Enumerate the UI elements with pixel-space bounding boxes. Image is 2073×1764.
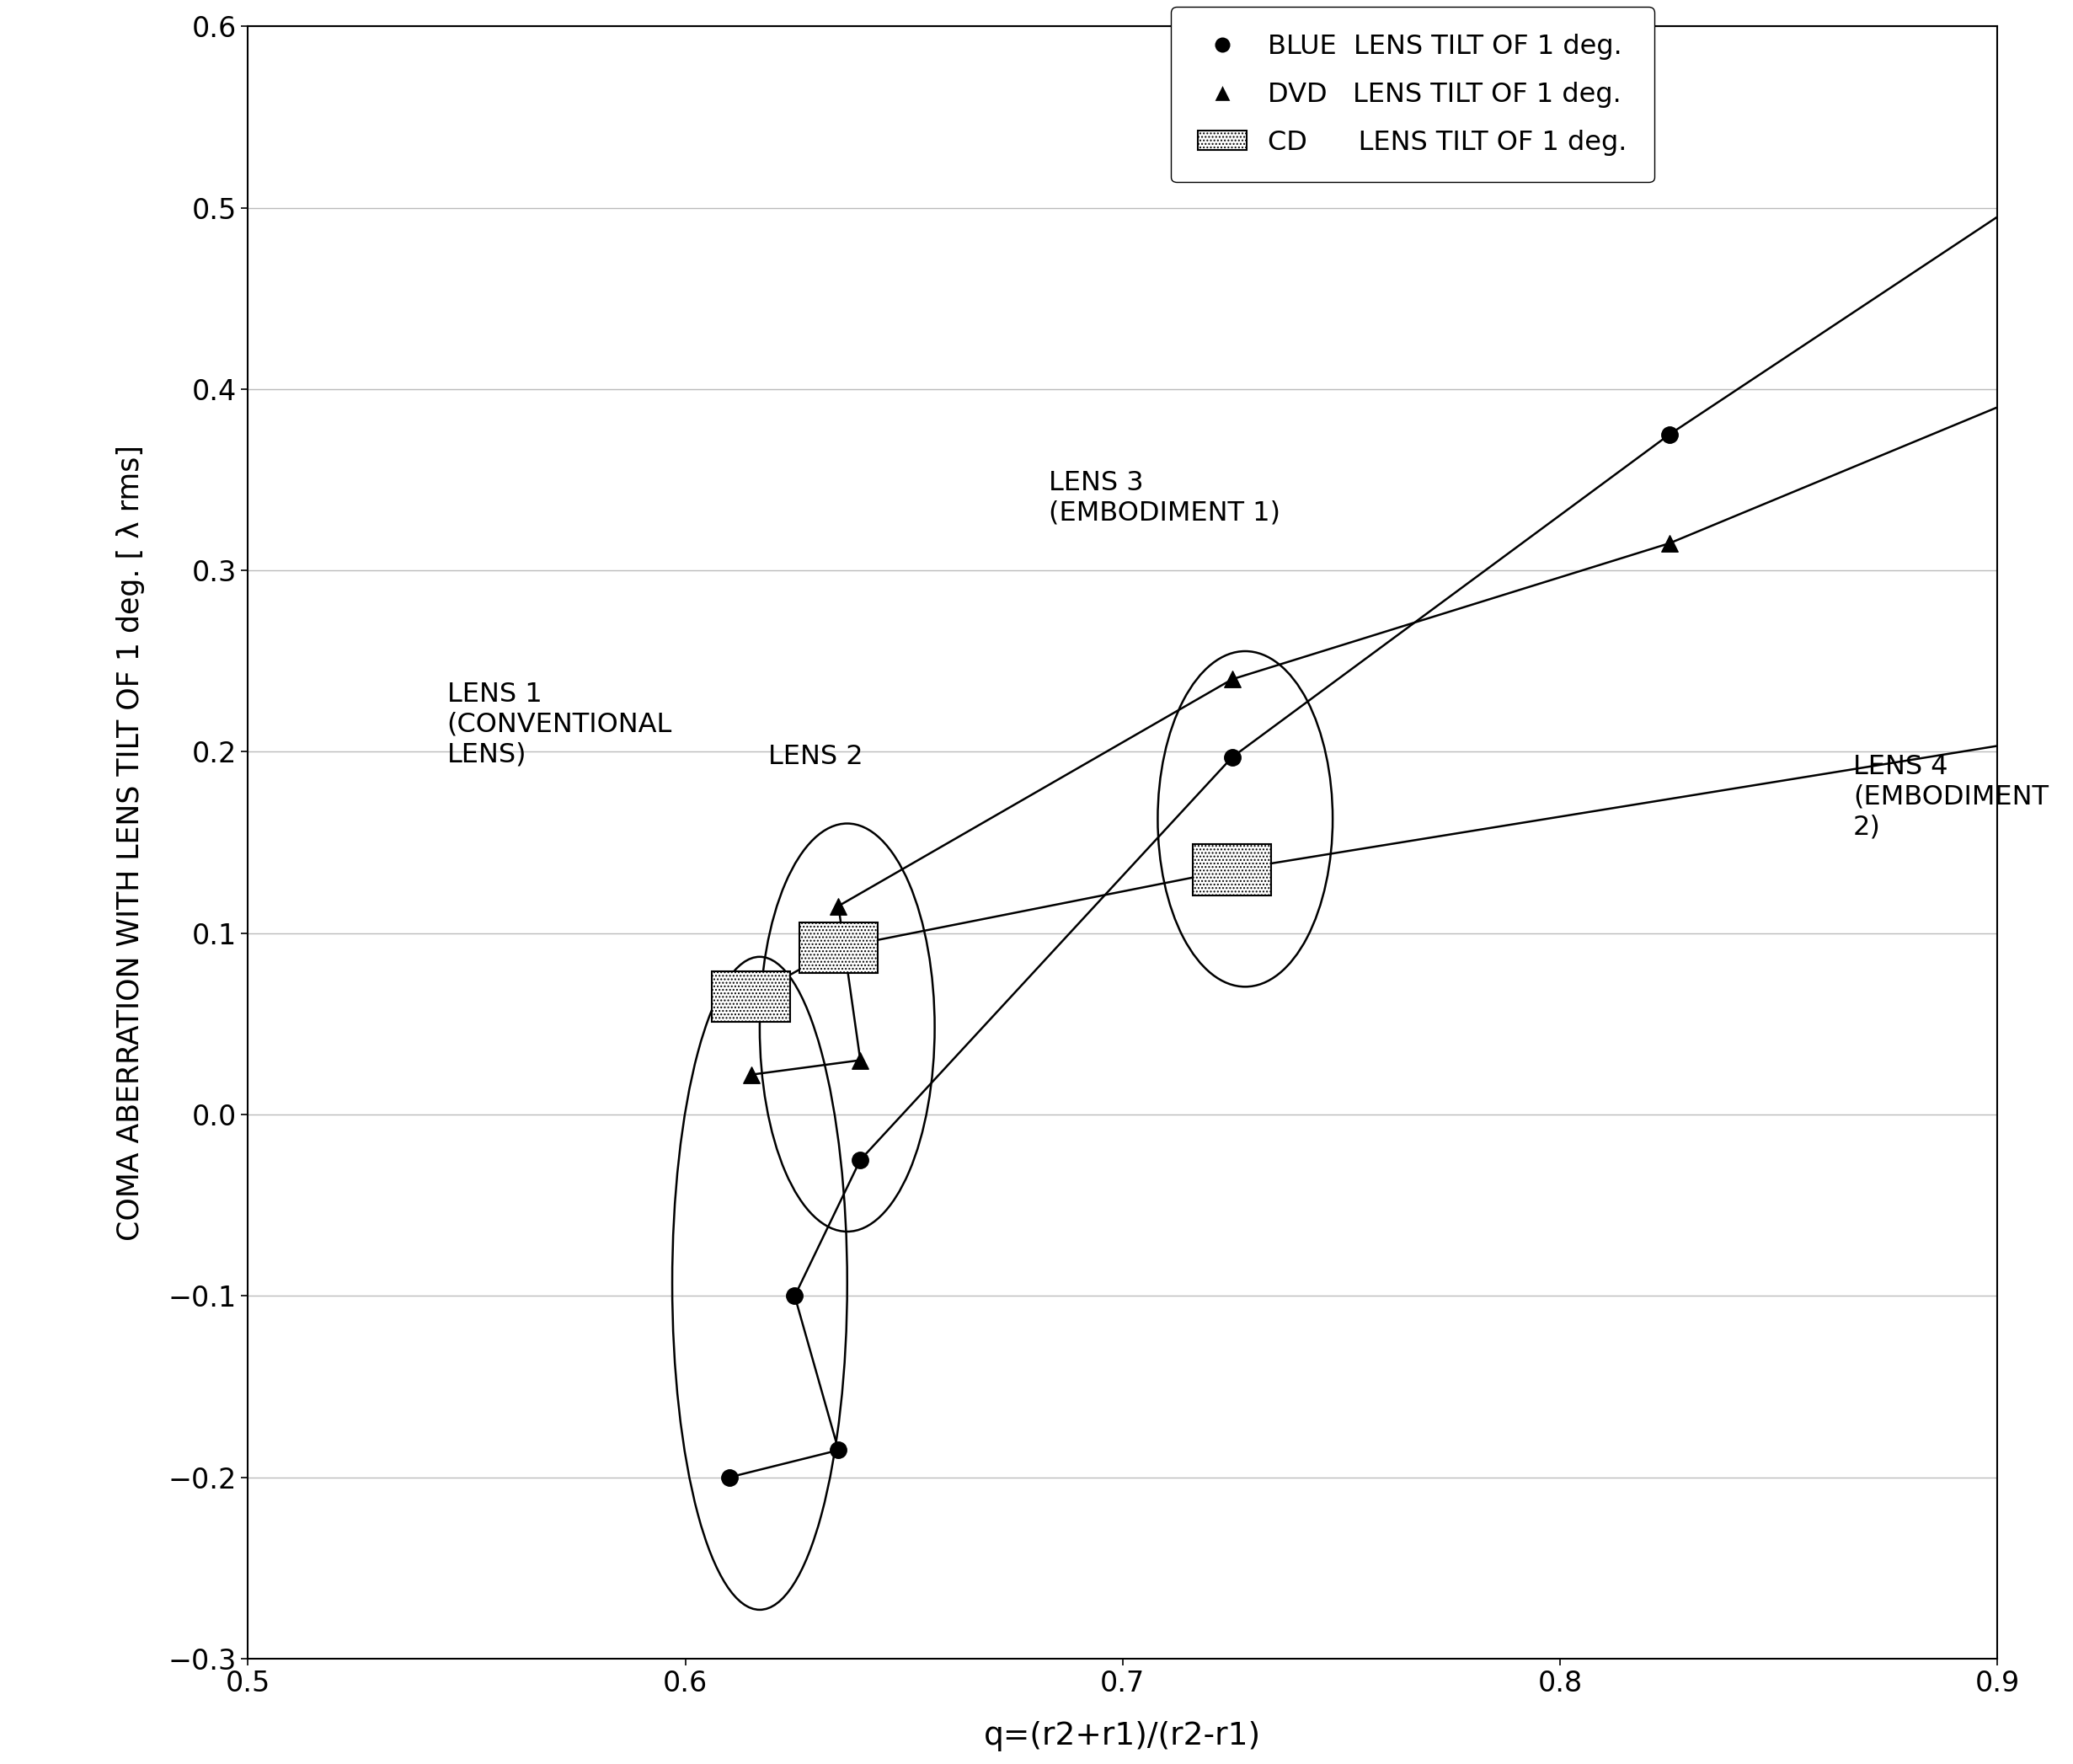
Text: LENS 3
(EMBODIMENT 1): LENS 3 (EMBODIMENT 1) [1049, 469, 1279, 526]
Y-axis label: COMA ABERRATION WITH LENS TILT OF 1 deg. [ λ rms]: COMA ABERRATION WITH LENS TILT OF 1 deg.… [116, 445, 145, 1240]
Bar [711, 972, 790, 1021]
Text: LENS 4
(EMBODIMENT
2): LENS 4 (EMBODIMENT 2) [1853, 753, 2048, 840]
Bar [1192, 845, 1271, 894]
Point [1215, 743, 1248, 771]
Point [713, 1462, 746, 1491]
Text: LENS 2: LENS 2 [769, 744, 864, 771]
Point [734, 1060, 767, 1088]
X-axis label: q=(r2+r1)/(r2-r1): q=(r2+r1)/(r2-r1) [985, 1722, 1260, 1752]
Legend: BLUE  LENS TILT OF 1 deg., DVD   LENS TILT OF 1 deg., CD      LENS TILT OF 1 deg: BLUE LENS TILT OF 1 deg., DVD LENS TILT … [1171, 7, 1654, 182]
Bar [798, 923, 877, 974]
Point [821, 893, 854, 921]
Point [844, 1147, 877, 1175]
Text: LENS 1
(CONVENTIONAL
LENS): LENS 1 (CONVENTIONAL LENS) [448, 681, 672, 767]
Point [1215, 665, 1248, 693]
Point [1652, 529, 1685, 557]
Point [1652, 420, 1685, 448]
Point [844, 1046, 877, 1074]
Point [821, 1436, 854, 1464]
Point [777, 1282, 811, 1311]
